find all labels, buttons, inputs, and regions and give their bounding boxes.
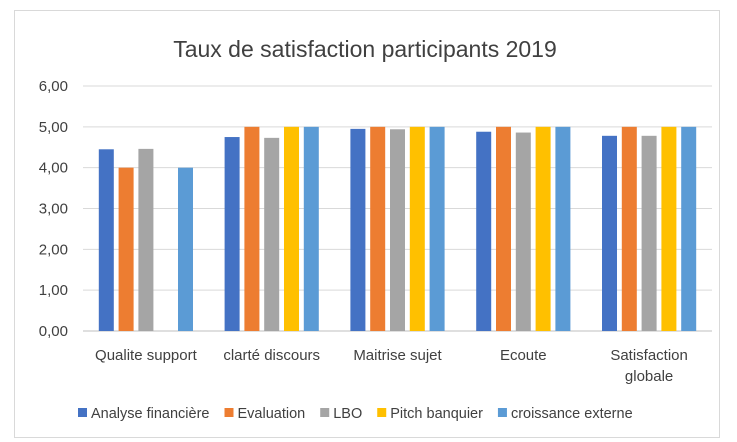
bar — [178, 167, 193, 331]
y-tick-label: 6,00 — [39, 78, 68, 95]
bar — [138, 148, 154, 331]
bar — [681, 126, 697, 331]
y-tick-label: 0,00 — [39, 323, 68, 340]
legend-swatch — [78, 408, 87, 417]
legend-item: Pitch banquier — [377, 406, 483, 422]
bar — [244, 126, 260, 331]
y-tick-label: 5,00 — [39, 119, 68, 136]
category-label: Ecoute — [500, 347, 547, 364]
bar — [118, 167, 134, 331]
chart-title: Taux de satisfaction participants 2019 — [173, 36, 557, 62]
y-tick-label: 3,00 — [39, 201, 68, 218]
category-label: clarté discours — [223, 347, 320, 364]
y-tick-label: 1,00 — [39, 282, 68, 299]
bar — [350, 128, 366, 331]
bar — [476, 131, 492, 331]
bars — [98, 126, 697, 331]
legend-swatch — [377, 408, 387, 417]
bar — [303, 126, 319, 331]
legend-swatch — [224, 408, 234, 417]
legend-label: Evaluation — [238, 406, 306, 422]
legend: Analyse financière Evaluation LBO Pitch ban… — [78, 406, 633, 422]
legend-item: Analyse financière — [78, 406, 210, 422]
legend-swatch — [497, 408, 507, 417]
x-axis: Qualite support clarté discours Maitrise s… — [95, 347, 688, 385]
bar — [429, 126, 445, 331]
bar — [515, 132, 531, 331]
bar — [390, 129, 405, 331]
bar — [661, 126, 677, 331]
bar — [555, 126, 571, 331]
legend-label: croissance externe — [511, 406, 633, 422]
bar — [224, 137, 240, 331]
category-label: Satisfaction globale — [610, 347, 688, 385]
y-tick-label: 4,00 — [39, 160, 68, 177]
legend-label: Pitch banquier — [390, 406, 483, 422]
bar — [535, 126, 551, 331]
legend-label: Analyse financière — [91, 406, 210, 422]
legend-item: croissance externe — [497, 406, 633, 422]
category-label: Qualite support — [95, 347, 198, 364]
bar — [370, 126, 386, 331]
bar — [409, 126, 425, 331]
legend-label: LBO — [333, 406, 362, 422]
bar — [284, 126, 299, 331]
bar — [641, 135, 657, 331]
bar — [496, 126, 511, 331]
y-axis-ticks: 0,00 1,00 2,00 3,00 4,00 5,00 6,00 — [39, 78, 68, 340]
legend-swatch — [320, 408, 330, 417]
bar — [264, 137, 280, 331]
legend-item: Evaluation — [224, 406, 306, 422]
y-tick-label: 2,00 — [39, 241, 68, 258]
legend-item: LBO — [320, 406, 362, 422]
bar — [98, 149, 114, 331]
bar — [621, 126, 637, 331]
bar — [602, 135, 617, 331]
category-label: Maitrise sujet — [353, 347, 442, 364]
